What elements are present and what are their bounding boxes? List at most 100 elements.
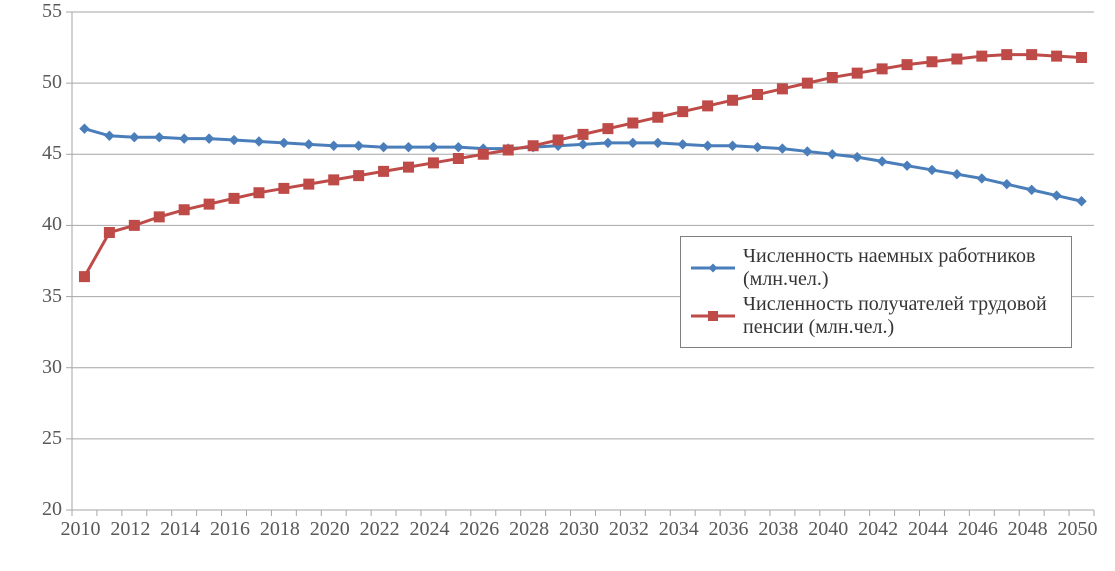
x-axis-label: 2012 bbox=[110, 518, 150, 541]
series-marker-pensioners bbox=[229, 193, 239, 203]
series-marker-employees bbox=[404, 143, 413, 152]
series-marker-pensioners bbox=[279, 183, 289, 193]
x-axis-label: 2050 bbox=[1058, 518, 1098, 541]
series-marker-pensioners bbox=[354, 171, 364, 181]
x-axis-label: 2016 bbox=[210, 518, 250, 541]
series-marker-employees bbox=[155, 133, 164, 142]
series-marker-employees bbox=[454, 143, 463, 152]
series-marker-pensioners bbox=[777, 84, 787, 94]
x-axis-label: 2010 bbox=[60, 518, 100, 541]
series-marker-pensioners bbox=[304, 179, 314, 189]
legend-item-pensioners: Численность получателей трудовой пенсии … bbox=[689, 293, 1063, 339]
series-marker-employees bbox=[653, 138, 662, 147]
series-marker-employees bbox=[579, 140, 588, 149]
y-axis-label: 50 bbox=[42, 71, 62, 94]
series-marker-pensioners bbox=[877, 64, 887, 74]
x-axis-label: 2038 bbox=[758, 518, 798, 541]
series-marker-pensioners bbox=[728, 95, 738, 105]
series-marker-employees bbox=[628, 138, 637, 147]
y-axis-label: 20 bbox=[42, 498, 62, 521]
series-marker-employees bbox=[304, 140, 313, 149]
series-marker-pensioners bbox=[578, 129, 588, 139]
series-marker-pensioners bbox=[528, 141, 538, 151]
x-axis-label: 2022 bbox=[360, 518, 400, 541]
series-marker-pensioners bbox=[254, 188, 264, 198]
series-marker-pensioners bbox=[404, 162, 414, 172]
x-axis-label: 2042 bbox=[858, 518, 898, 541]
series-marker-pensioners bbox=[678, 107, 688, 117]
series-marker-pensioners bbox=[628, 118, 638, 128]
series-marker-employees bbox=[678, 140, 687, 149]
series-marker-pensioners bbox=[653, 112, 663, 122]
series-marker-pensioners bbox=[827, 72, 837, 82]
series-marker-employees bbox=[878, 157, 887, 166]
series-marker-pensioners bbox=[703, 101, 713, 111]
series-marker-pensioners bbox=[428, 158, 438, 168]
series-marker-pensioners bbox=[379, 166, 389, 176]
series-marker-employees bbox=[354, 141, 363, 150]
series-marker-pensioners bbox=[154, 212, 164, 222]
series-marker-pensioners bbox=[329, 175, 339, 185]
series-marker-employees bbox=[205, 134, 214, 143]
series-marker-employees bbox=[1077, 197, 1086, 206]
legend-swatch-pensioners bbox=[689, 307, 737, 325]
series-marker-employees bbox=[105, 131, 114, 140]
series-marker-pensioners bbox=[204, 199, 214, 209]
series-marker-employees bbox=[230, 136, 239, 145]
series-marker-employees bbox=[379, 143, 388, 152]
series-marker-employees bbox=[254, 137, 263, 146]
series-marker-employees bbox=[1002, 180, 1011, 189]
series-marker-employees bbox=[1027, 185, 1036, 194]
chart-container: 2025303540455055 20102012201420162018202… bbox=[0, 0, 1115, 566]
series-marker-employees bbox=[703, 141, 712, 150]
series-marker-employees bbox=[753, 143, 762, 152]
x-axis-label: 2020 bbox=[310, 518, 350, 541]
x-axis-label: 2034 bbox=[659, 518, 699, 541]
x-axis-label: 2026 bbox=[459, 518, 499, 541]
y-axis-label: 25 bbox=[42, 427, 62, 450]
legend-label-pensioners: Численность получателей трудовой пенсии … bbox=[743, 293, 1063, 339]
series-marker-pensioners bbox=[79, 272, 89, 282]
series-marker-employees bbox=[952, 170, 961, 179]
series-marker-pensioners bbox=[478, 149, 488, 159]
series-marker-pensioners bbox=[503, 145, 513, 155]
series-marker-employees bbox=[903, 161, 912, 170]
series-marker-employees bbox=[927, 165, 936, 174]
series-marker-pensioners bbox=[1027, 50, 1037, 60]
y-axis-label: 55 bbox=[42, 0, 62, 23]
x-axis-label: 2044 bbox=[908, 518, 948, 541]
x-axis-label: 2040 bbox=[808, 518, 848, 541]
x-axis-label: 2032 bbox=[609, 518, 649, 541]
series-marker-pensioners bbox=[1077, 53, 1087, 63]
series-marker-pensioners bbox=[902, 60, 912, 70]
series-marker-pensioners bbox=[752, 90, 762, 100]
legend-item-employees: Численность наемных работников (млн.чел.… bbox=[689, 245, 1063, 291]
y-axis-label: 40 bbox=[42, 213, 62, 236]
x-axis-label: 2014 bbox=[160, 518, 200, 541]
legend: Численность наемных работников (млн.чел.… bbox=[680, 236, 1072, 348]
x-axis-label: 2018 bbox=[260, 518, 300, 541]
series-marker-pensioners bbox=[179, 205, 189, 215]
x-axis-label: 2030 bbox=[559, 518, 599, 541]
y-axis-label: 30 bbox=[42, 356, 62, 379]
x-axis-label: 2028 bbox=[509, 518, 549, 541]
series-marker-employees bbox=[728, 141, 737, 150]
series-marker-employees bbox=[429, 143, 438, 152]
legend-swatch-employees bbox=[689, 259, 737, 277]
series-marker-pensioners bbox=[1052, 51, 1062, 61]
series-marker-employees bbox=[279, 138, 288, 147]
series-marker-employees bbox=[977, 174, 986, 183]
series-marker-employees bbox=[80, 124, 89, 133]
series-marker-employees bbox=[130, 133, 139, 142]
series-marker-pensioners bbox=[927, 57, 937, 67]
x-axis-label: 2046 bbox=[958, 518, 998, 541]
series-marker-employees bbox=[828, 150, 837, 159]
series-marker-employees bbox=[329, 141, 338, 150]
series-marker-employees bbox=[778, 144, 787, 153]
x-axis-label: 2036 bbox=[709, 518, 749, 541]
series-marker-employees bbox=[1052, 191, 1061, 200]
series-marker-pensioners bbox=[802, 78, 812, 88]
series-marker-pensioners bbox=[603, 124, 613, 134]
series-marker-pensioners bbox=[977, 51, 987, 61]
series-marker-pensioners bbox=[553, 135, 563, 145]
